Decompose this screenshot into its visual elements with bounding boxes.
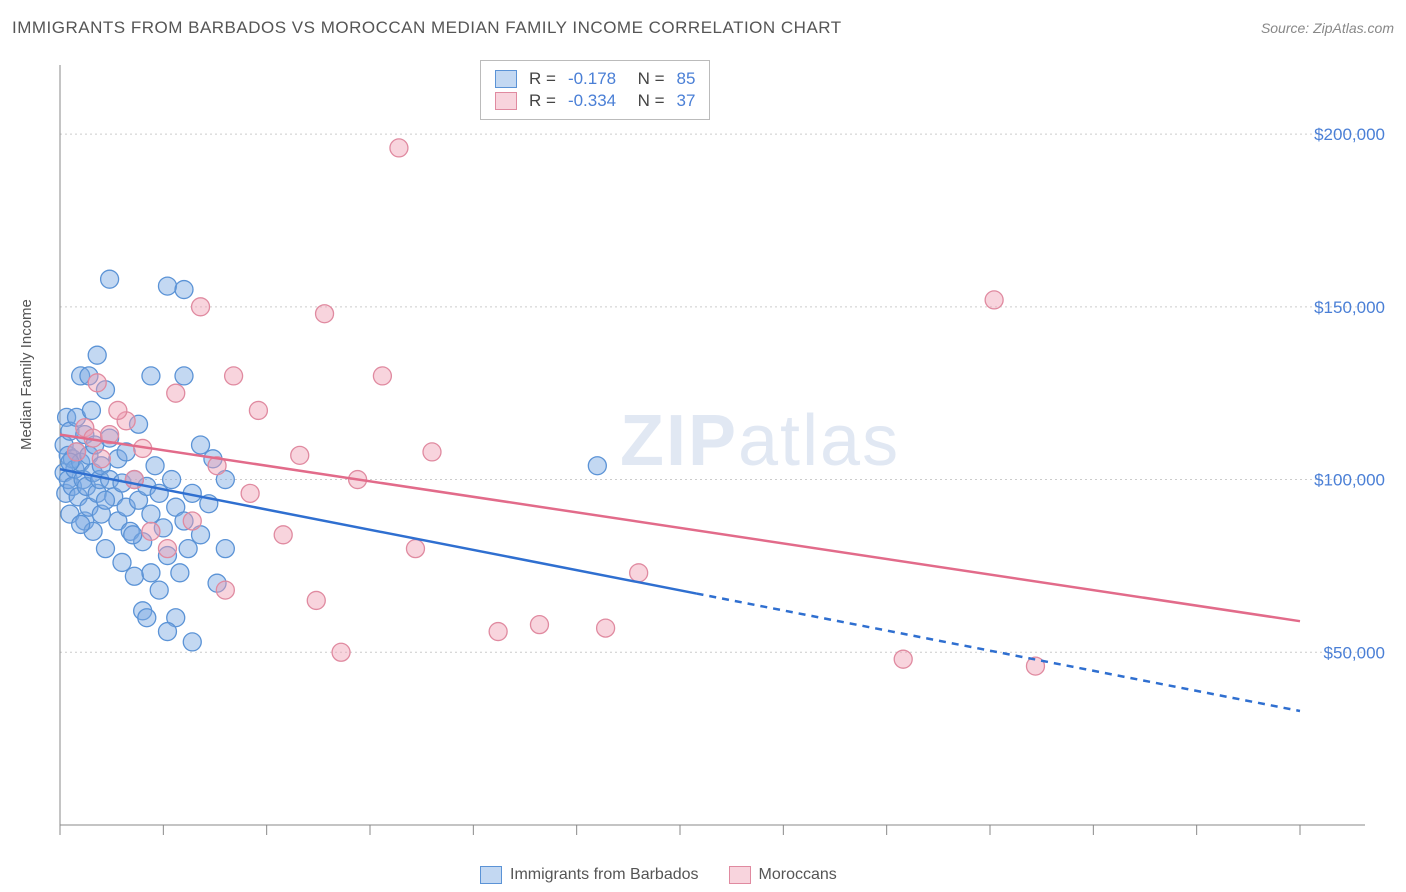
svg-text:$150,000: $150,000 — [1314, 298, 1385, 317]
title-bar: IMMIGRANTS FROM BARBADOS VS MOROCCAN MED… — [12, 18, 1394, 38]
legend-label-moroccans: Moroccans — [759, 866, 837, 884]
source-link[interactable]: ZipAtlas.com — [1313, 20, 1394, 36]
scatter-chart-svg: $50,000$100,000$150,000$200,0000.0%15.0% — [50, 55, 1390, 835]
chart-title: IMMIGRANTS FROM BARBADOS VS MOROCCAN MED… — [12, 18, 842, 38]
svg-text:$200,000: $200,000 — [1314, 125, 1385, 144]
correlation-legend: R = -0.178 N = 85 R = -0.334 N = 37 — [480, 60, 710, 120]
swatch-moroccans — [729, 866, 751, 884]
svg-text:$50,000: $50,000 — [1324, 643, 1385, 662]
y-axis-label: Median Family Income — [18, 299, 35, 450]
svg-text:$100,000: $100,000 — [1314, 471, 1385, 490]
legend-row-moroccans: R = -0.334 N = 37 — [495, 91, 695, 111]
r-value-moroccans: -0.334 — [568, 91, 616, 111]
swatch-moroccans — [495, 92, 517, 110]
swatch-barbados — [495, 70, 517, 88]
n-label: N = — [628, 69, 664, 89]
source-label: Source: — [1261, 20, 1313, 36]
n-value-barbados: 85 — [677, 69, 696, 89]
legend-item-moroccans: Moroccans — [729, 866, 837, 884]
legend-label-barbados: Immigrants from Barbados — [510, 866, 699, 884]
r-label: R = — [529, 91, 556, 111]
r-value-barbados: -0.178 — [568, 69, 616, 89]
n-value-moroccans: 37 — [677, 91, 696, 111]
r-label: R = — [529, 69, 556, 89]
chart-area: $50,000$100,000$150,000$200,0000.0%15.0% — [50, 55, 1390, 835]
swatch-barbados — [480, 866, 502, 884]
n-label: N = — [628, 91, 664, 111]
series-legend: Immigrants from Barbados Moroccans — [480, 866, 837, 884]
chart-container: IMMIGRANTS FROM BARBADOS VS MOROCCAN MED… — [0, 0, 1406, 892]
legend-row-barbados: R = -0.178 N = 85 — [495, 69, 695, 89]
source-citation: Source: ZipAtlas.com — [1261, 20, 1394, 36]
legend-item-barbados: Immigrants from Barbados — [480, 866, 699, 884]
